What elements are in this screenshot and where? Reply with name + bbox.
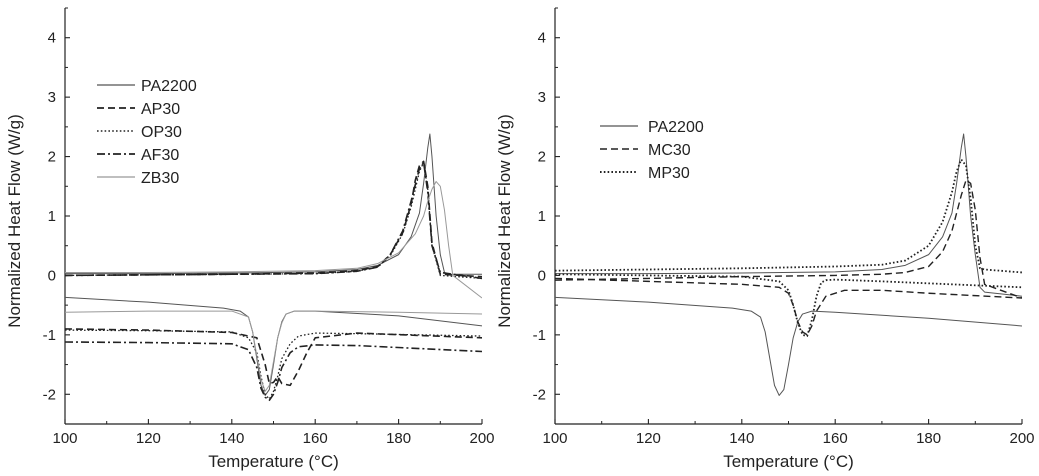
x-tick-label: 100 — [542, 430, 567, 447]
legend: PA2200 AP30 OP30 AF30 ZB30 — [97, 78, 197, 187]
series-pa2200-heating-curve — [65, 133, 482, 275]
x-tick-label: 200 — [469, 430, 494, 447]
y-axis-label: Normalized Heat Flow (W/g) — [495, 114, 514, 328]
y-tick-label: 1 — [48, 208, 56, 225]
left-dsc-chart: 100 120 140 160 180 200 -2 -1 0 1 2 3 4 Temperature (… — [5, 7, 495, 471]
x-tick-label: 120 — [136, 430, 161, 447]
x-tick-label: 160 — [303, 430, 328, 447]
y-tick-label: 0 — [48, 267, 56, 284]
y-tick-label: 2 — [538, 149, 546, 166]
series-pa2200-cooling-curve — [65, 296, 482, 396]
legend-label-mc30: MC30 — [648, 142, 691, 159]
legend: PA2200 MC30 MP30 — [600, 119, 704, 182]
x-tick-label: 160 — [823, 430, 848, 447]
x-tick-label: 140 — [729, 430, 754, 447]
x-tick-label: 140 — [219, 430, 244, 447]
y-tick-label: 3 — [538, 89, 546, 106]
series-op30-heating-curve — [65, 161, 482, 280]
series-af30-heating-curve — [65, 161, 482, 280]
x-tick-label: 200 — [1009, 430, 1034, 447]
plot-area — [65, 133, 482, 402]
series-zb30-cooling-curve — [65, 310, 482, 392]
series-mc30-cooling-curve — [555, 277, 1022, 336]
y-tick-label: 2 — [48, 149, 56, 166]
series-ap30-heating-curve — [65, 160, 482, 278]
series-pa2200-heating-curve — [555, 133, 1022, 297]
y-tick-label: 0 — [538, 267, 546, 284]
x-tick-label: 180 — [916, 430, 941, 447]
x-tick-label: 120 — [636, 430, 661, 447]
x-axis-label: Temperature (°C) — [723, 452, 854, 471]
y-tick-label: -2 — [533, 386, 546, 403]
right-dsc-chart: 100 120 140 160 180 200 -2 -1 0 1 2 3 4 Temperature (… — [495, 7, 1035, 471]
legend-label-pa2200: PA2200 — [141, 78, 197, 95]
y-tick-label: 4 — [48, 30, 56, 47]
legend-label-op30: OP30 — [141, 124, 182, 141]
series-mc30-heating-curve — [555, 179, 1022, 299]
series-op30-cooling-curve — [65, 329, 482, 400]
x-tick-label: 180 — [386, 430, 411, 447]
series-af30-cooling-curve — [65, 341, 482, 402]
y-tick-label: 1 — [538, 208, 546, 225]
y-tick-label: -1 — [43, 327, 56, 344]
y-axis-label: Normalized Heat Flow (W/g) — [5, 114, 24, 328]
y-tick-label: -1 — [533, 327, 546, 344]
legend-label-mp30: MP30 — [648, 165, 690, 182]
series-mp30-heating-curve — [555, 158, 1022, 274]
plot-area — [555, 133, 1022, 396]
y-tick-label: 3 — [48, 89, 56, 106]
legend-label-pa2200: PA2200 — [648, 119, 704, 136]
legend-label-af30: AF30 — [141, 147, 179, 164]
y-tick-label: -2 — [43, 386, 56, 403]
legend-label-zb30: ZB30 — [141, 170, 179, 187]
series-ap30-cooling-curve — [65, 328, 482, 387]
series-mp30-cooling-curve — [555, 273, 1022, 337]
legend-label-ap30: AP30 — [141, 101, 180, 118]
series-zb30-heating-curve — [65, 181, 482, 299]
y-tick-label: 4 — [538, 30, 546, 47]
series-pa2200-cooling-curve — [555, 296, 1022, 396]
x-axis-label: Temperature (°C) — [208, 452, 339, 471]
x-tick-label: 100 — [52, 430, 77, 447]
